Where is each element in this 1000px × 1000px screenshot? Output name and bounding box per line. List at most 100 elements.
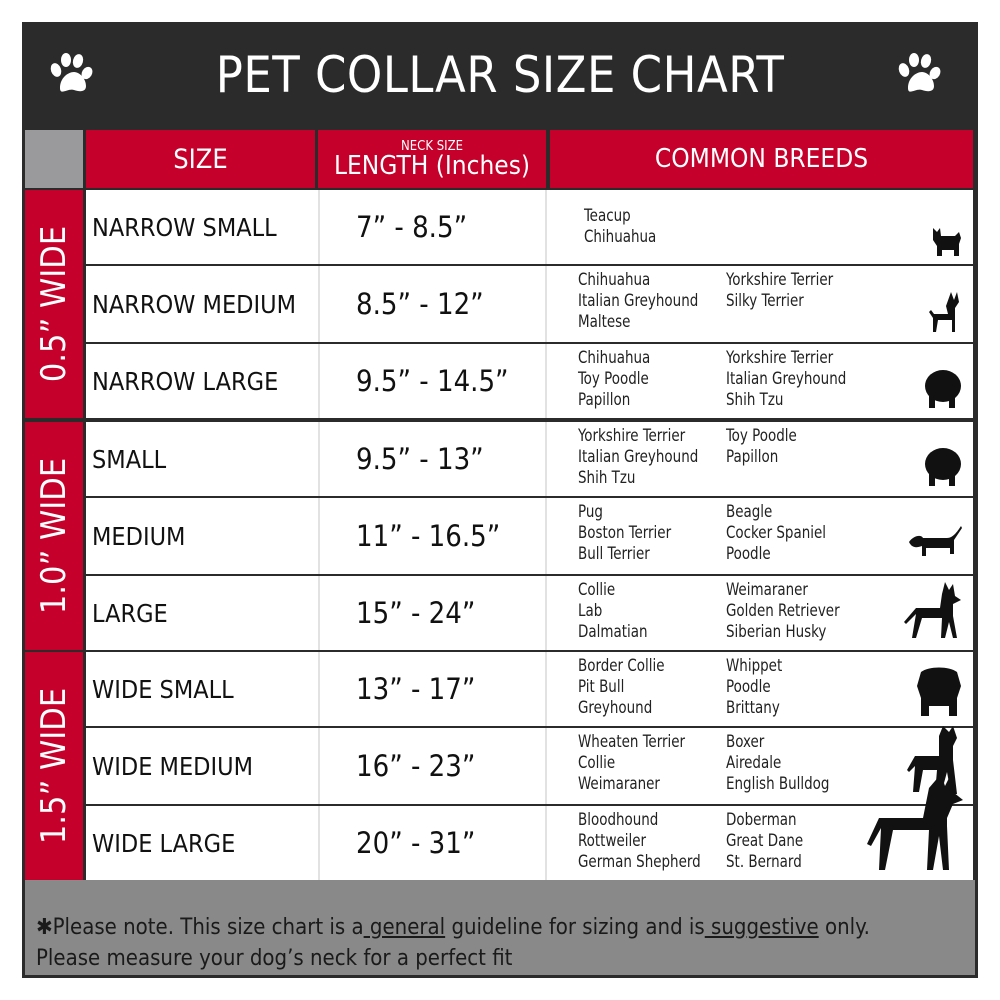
chart-title: PET COLLAR SIZE CHART — [215, 46, 785, 104]
breed-item: Yorkshire Terrier — [578, 426, 686, 446]
width-group-label: 0.5” WIDE — [25, 190, 83, 418]
breed-item: Golden Retriever — [726, 601, 840, 621]
breeds-column-1: Pug Boston Terrier Bull Terrier — [578, 502, 671, 565]
breed-item: Poodle — [726, 544, 771, 564]
breed-item: Papillon — [726, 447, 779, 467]
width-label: 0.5” WIDE — [34, 225, 75, 383]
table-row: SMALL 9.5” - 13” Yorkshire Terrier Italia… — [86, 422, 973, 496]
header-size-label: SIZE — [173, 143, 228, 175]
breeds-column-2: Toy Poodle Papillon — [726, 426, 797, 468]
breed-item: Beagle — [726, 502, 773, 522]
table-row: MEDIUM 11” - 16.5” Pug Boston Terrier Bull… — [86, 498, 973, 574]
breed-item: Silky Terrier — [726, 291, 804, 311]
breeds-column-1: Bloodhound Rottweiler German Shepherd — [578, 810, 701, 873]
size-name: LARGE — [92, 598, 168, 628]
breeds-column-1: Wheaten Terrier Collie Weimaraner — [578, 732, 685, 795]
note-suggestive: suggestive — [704, 915, 819, 940]
neck-length: 9.5” - 14.5” — [318, 344, 547, 418]
breed-item: Chihuahua — [578, 270, 651, 290]
neck-length: 13” - 17” — [318, 652, 547, 726]
breed-item: Yorkshire Terrier — [726, 270, 834, 290]
breeds-column-1: Yorkshire Terrier Italian Greyhound Shih T… — [578, 426, 698, 489]
breed-item: Greyhound — [578, 698, 653, 718]
table-row: LARGE 15” - 24” Collie Lab Dalmatian Weima… — [86, 576, 973, 650]
pitbull-silhouette-icon — [907, 724, 963, 800]
breed-item: Toy Poodle — [578, 369, 649, 389]
pomeranian-silhouette-icon — [923, 442, 963, 492]
size-name: MEDIUM — [92, 521, 186, 551]
breed-item: Toy Poodle — [726, 426, 797, 446]
breeds-column-2: Boxer Airedale English Bulldog — [726, 732, 829, 795]
width-group-label: 1.0” WIDE — [25, 422, 83, 650]
breed-item: Rottweiler — [578, 831, 647, 851]
breed-item: Collie — [578, 580, 616, 600]
breed-item: Dalmatian — [578, 622, 648, 642]
header-size: SIZE — [86, 130, 315, 188]
note-text: guideline for sizing and is — [445, 915, 705, 940]
paw-icon — [50, 53, 93, 92]
table-row: NARROW LARGE 9.5” - 14.5” Chihuahua Toy P… — [86, 344, 973, 418]
note-general: general — [363, 915, 446, 940]
breeds-column-2: Beagle Cocker Spaniel Poodle — [726, 502, 826, 565]
width-label: 1.5” WIDE — [34, 687, 75, 845]
breed-item: Chihuahua — [584, 227, 657, 247]
neck-length: 11” - 16.5” — [318, 498, 547, 574]
breed-item: Italian Greyhound — [578, 291, 699, 311]
breed-item: Yorkshire Terrier — [726, 348, 834, 368]
breed-item: Collie — [578, 753, 616, 773]
breed-item: Chihuahua — [578, 348, 651, 368]
breed-item: Shih Tzu — [726, 390, 784, 410]
table-row: WIDE LARGE 20” - 31” Bloodhound Rottweile… — [86, 774, 973, 880]
breed-item: German Shepherd — [578, 852, 701, 872]
breeds-column-2: Whippet Poodle Brittany — [726, 656, 782, 719]
breed-item: Bloodhound — [578, 810, 659, 830]
neck-length: 7” - 8.5” — [318, 190, 547, 264]
breed-item: Siberian Husky — [726, 622, 827, 642]
breed-item: Bull Terrier — [578, 544, 650, 564]
header-length: NECK SIZE LENGTH (Inches) — [318, 130, 546, 188]
breed-item: Shih Tzu — [578, 468, 636, 488]
breed-item: Boxer — [726, 732, 765, 752]
breeds-column-1: Collie Lab Dalmatian — [578, 580, 648, 643]
breed-item: Brittany — [726, 698, 780, 718]
size-name: NARROW LARGE — [92, 366, 279, 396]
breeds-column-2: Doberman Great Dane St. Bernard — [726, 810, 803, 873]
breed-item: Border Collie — [578, 656, 665, 676]
table-row: WIDE MEDIUM 16” - 23” Wheaten Terrier Col… — [86, 726, 973, 804]
pomeranian-silhouette-icon — [923, 364, 963, 414]
size-name: SMALL — [92, 444, 167, 474]
size-name: WIDE MEDIUM — [92, 751, 253, 781]
size-name: NARROW SMALL — [92, 212, 277, 242]
neck-length: 8.5” - 12” — [318, 266, 547, 342]
dachshund-silhouette-icon — [907, 522, 963, 570]
breed-item: Weimaraner — [578, 774, 660, 794]
size-name: WIDE SMALL — [92, 674, 234, 704]
header-breeds-label: COMMON BREEDS — [654, 144, 869, 174]
breeds-column-2: Yorkshire Terrier Silky Terrier — [726, 270, 833, 312]
table-row: NARROW SMALL 7” - 8.5” Teacup Chihuahua — [86, 190, 973, 264]
breed-item: Italian Greyhound — [578, 447, 699, 467]
breed-item: Airedale — [726, 753, 782, 773]
breed-item: Teacup — [584, 206, 631, 226]
neck-length: 15” - 24” — [318, 576, 547, 650]
breed-item: Doberman — [726, 810, 797, 830]
breed-item: St. Bernard — [726, 852, 802, 872]
breed-item: Maltese — [578, 312, 631, 332]
bulldog-silhouette-icon — [915, 666, 963, 722]
width-label: 1.0” WIDE — [34, 457, 75, 615]
breeds-column-1: Chihuahua Toy Poodle Papillon — [578, 348, 650, 411]
size-name: WIDE LARGE — [92, 828, 236, 858]
yorkie-silhouette-icon — [929, 222, 963, 260]
breeds-column-2: Weimaraner Golden Retriever Siberian Husky — [726, 580, 840, 643]
neck-length: 20” - 31” — [318, 806, 547, 880]
breed-item: Great Dane — [726, 831, 804, 851]
breed-item: Lab — [578, 601, 603, 621]
header-neck-size-label: NECK SIZE — [401, 138, 463, 154]
breed-item: Pit Bull — [578, 677, 625, 697]
neck-length: 16” - 23” — [318, 728, 547, 804]
footer-note: ✱Please note. This size chart is a gener… — [25, 880, 975, 975]
neck-length: 9.5” - 13” — [318, 422, 547, 496]
shepherd-silhouette-icon — [899, 580, 963, 646]
breed-item: Wheaten Terrier — [578, 732, 686, 752]
header-breeds: COMMON BREEDS — [550, 130, 973, 188]
